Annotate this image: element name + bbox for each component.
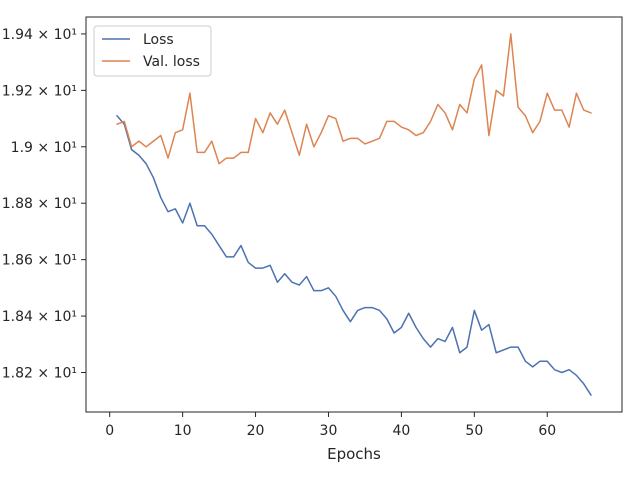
plot-area [86, 17, 622, 412]
series-layer [116, 33, 592, 396]
plot-frame [85, 16, 623, 413]
x-axis-label: Epochs [327, 445, 381, 463]
y-tick-label: 1.94 × 10¹ [2, 27, 77, 43]
x-tick-label: 0 [105, 423, 114, 439]
x-tick-label: 20 [247, 423, 265, 439]
y-tick-label: 1.84 × 10¹ [2, 309, 77, 325]
series-line-val-loss [116, 33, 592, 165]
y-tick-label: 1.86 × 10¹ [2, 253, 77, 269]
x-tick-label: 50 [465, 423, 483, 439]
y-tick-label: 1.92 × 10¹ [2, 83, 77, 99]
legend: Loss Val. loss [93, 25, 212, 77]
legend-label: Loss [143, 32, 174, 48]
axes-layer: 0 10 20 30 40 50 60 1.82 × 10¹ 1.84 × 10¹ 1.86 × … [2, 16, 623, 439]
x-tick-label: 60 [538, 423, 556, 439]
y-tick-label: 1.9 × 10¹ [11, 140, 77, 156]
series-line-loss [116, 115, 592, 396]
x-tick-label: 30 [320, 423, 338, 439]
x-tick-label: 40 [392, 423, 410, 439]
legend-label: Val. loss [143, 54, 200, 70]
y-tick-label: 1.88 × 10¹ [2, 196, 77, 212]
x-tick-label: 10 [174, 423, 192, 439]
y-tick-label: 1.82 × 10¹ [2, 366, 77, 382]
